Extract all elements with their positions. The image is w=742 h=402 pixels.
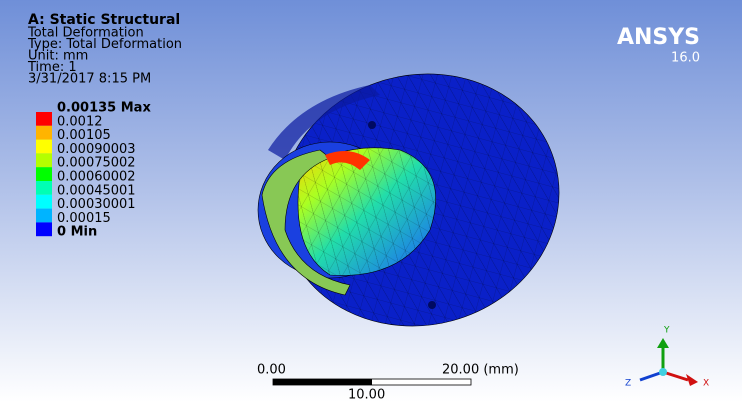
legend-label: 0 Min xyxy=(57,225,97,240)
legend-label: 0.00015 xyxy=(57,211,111,226)
legend-label: 0.00060002 xyxy=(57,170,136,185)
triad-x: X xyxy=(703,379,709,389)
logo: ANSYS xyxy=(617,25,700,50)
scene: 0.00135 Max0.00120.001050.000900030.0007… xyxy=(0,0,742,402)
logo-version: 16.0 xyxy=(671,51,700,66)
legend-label: 0.00135 Max xyxy=(57,101,151,116)
legend-band xyxy=(36,167,52,181)
legend-label: 0.00045001 xyxy=(57,183,136,198)
legend-band xyxy=(36,209,52,223)
viewport: 0.00135 Max0.00120.001050.000900030.0007… xyxy=(0,0,742,402)
model xyxy=(252,43,587,357)
scale-bar xyxy=(273,379,471,385)
legend-label: 0.00075002 xyxy=(57,156,136,171)
legend-label: 0.0012 xyxy=(57,114,103,129)
legend-label: 0.00090003 xyxy=(57,142,136,157)
scale-right: 20.00 (mm) xyxy=(442,363,519,378)
legend-label: 0.00030001 xyxy=(57,197,136,212)
legend-label: 0.00105 xyxy=(57,128,111,143)
legend-band xyxy=(36,222,52,236)
header-line: 3/31/2017 8:15 PM xyxy=(28,72,151,87)
legend-band xyxy=(36,126,52,140)
scale-middle: 10.00 xyxy=(348,388,385,402)
legend: 0.00135 Max0.00120.001050.000900030.0007… xyxy=(36,101,151,240)
legend-band xyxy=(36,112,52,126)
scale-left: 0.00 xyxy=(257,363,286,378)
legend-band xyxy=(36,181,52,195)
legend-band xyxy=(36,153,52,167)
legend-band xyxy=(36,140,52,154)
legend-band xyxy=(36,195,52,209)
triad-y: Y xyxy=(663,326,670,336)
triad xyxy=(640,338,698,386)
triad-z: Z xyxy=(625,379,631,389)
